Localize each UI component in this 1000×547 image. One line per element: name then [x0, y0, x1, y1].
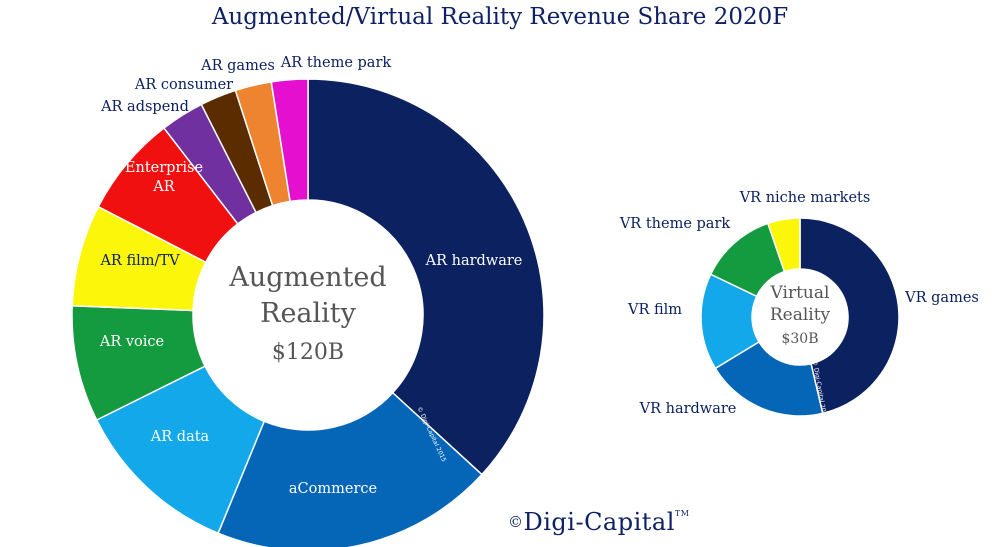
- vr-label-vr-film: VR film: [627, 302, 682, 318]
- ar-center-label-3: $120B: [272, 340, 344, 365]
- vr-slice-vr-games: [799, 217, 900, 415]
- ar-donut-chart: AR hardware aCommerce AR data AR voice AR fi…: [71, 55, 545, 547]
- vr-label-vr-theme-park: VR theme park: [619, 216, 731, 232]
- vr-center-label-3: $30B: [781, 331, 818, 347]
- ar-label-ar-theme-park: AR theme park: [280, 55, 392, 71]
- ar-label-ar-adspend: AR adspend: [100, 99, 189, 115]
- ar-label-enterprise-ar: Enterprise AR: [125, 160, 203, 195]
- vr-center-label-2: Reality: [770, 305, 831, 325]
- logo-tm: TM: [674, 509, 690, 518]
- ar-slice-ar-theme-park: [270, 78, 309, 203]
- logo-name: Digi-Capital: [523, 508, 675, 536]
- ar-label-ar-games: AR games: [200, 58, 275, 74]
- ar-label-ar-film-tv: AR film/TV: [99, 253, 180, 269]
- ar-label-acommerce: aCommerce: [289, 481, 377, 497]
- vr-donut-chart: VR games VR hardware VR film VR theme park V…: [619, 190, 979, 420]
- ar-label-ar-hardware: AR hardware: [425, 253, 523, 269]
- ar-label-ar-voice: AR voice: [99, 334, 164, 350]
- ar-center-label-2: Reality: [260, 298, 357, 329]
- vr-center-label-1: Virtual: [770, 283, 830, 303]
- ar-center-label-1: Augmented: [228, 262, 386, 293]
- chart-title: Augmented/Virtual Reality Revenue Share …: [211, 4, 789, 30]
- vr-label-vr-games: VR games: [904, 290, 979, 306]
- logo-copyright: ©: [508, 513, 524, 531]
- ar-label-ar-consumer: AR consumer: [134, 77, 233, 93]
- vr-slice-vr-hardware: [714, 340, 824, 417]
- ar-slice-ar-hardware: [307, 78, 545, 476]
- ar-label-ar-data: AR data: [150, 429, 210, 445]
- ar-slice-acommerce: [217, 391, 483, 547]
- digi-capital-logo: ©Digi-CapitalTM: [508, 508, 689, 536]
- vr-label-vr-hardware: VR hardware: [639, 401, 737, 417]
- vr-label-vr-niche-markets: VR niche markets: [739, 190, 871, 206]
- vr-slice-vr-niche-markets: [766, 217, 801, 273]
